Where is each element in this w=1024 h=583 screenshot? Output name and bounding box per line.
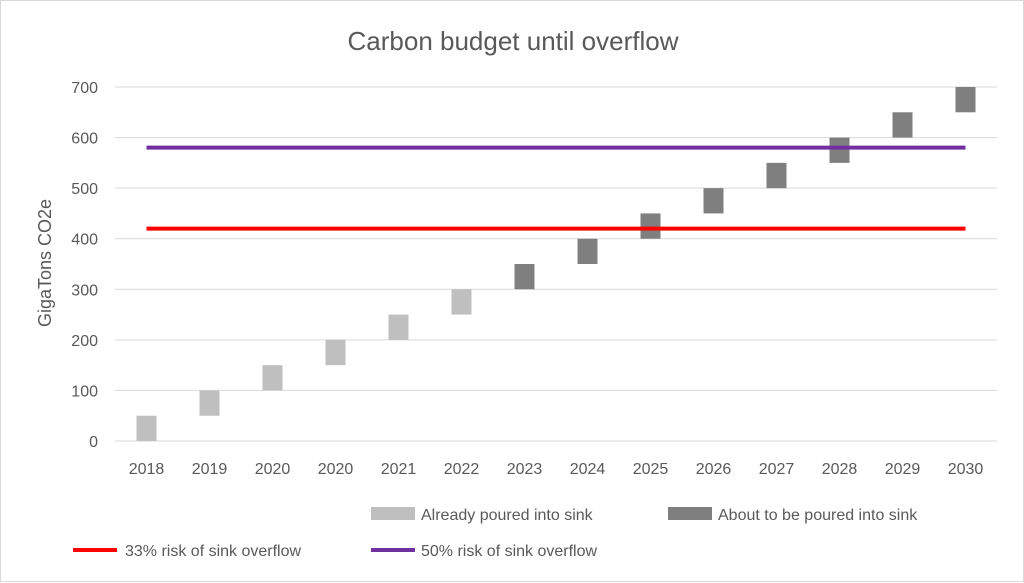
y-axis-label: GigaTons CO2e bbox=[35, 199, 55, 327]
bar-segment bbox=[388, 314, 409, 340]
y-tick-label: 600 bbox=[71, 131, 98, 148]
bar-segment bbox=[514, 264, 535, 290]
bar-segment bbox=[829, 137, 850, 163]
y-tick-label: 100 bbox=[71, 383, 98, 400]
bar-segment bbox=[703, 188, 724, 214]
y-tick-label: 400 bbox=[71, 232, 98, 249]
y-tick-labels: 0 100 200 300 400 500 600 700 bbox=[71, 80, 98, 451]
bar-segment bbox=[577, 238, 598, 264]
x-tick-label: 2024 bbox=[570, 461, 606, 478]
bar-segment bbox=[325, 339, 346, 366]
reference-lines bbox=[146, 145, 966, 231]
bar-segment bbox=[262, 365, 283, 391]
y-tick-label: 700 bbox=[71, 80, 98, 97]
gridlines bbox=[115, 86, 997, 442]
x-tick-label: 2029 bbox=[885, 461, 921, 478]
y-tick-label: 200 bbox=[71, 333, 98, 350]
bars bbox=[136, 87, 976, 441]
x-tick-label: 2020 bbox=[318, 461, 354, 478]
legend: Already poured into sink About to be pour… bbox=[73, 507, 918, 560]
legend-label: 33% risk of sink overflow bbox=[125, 543, 302, 560]
x-tick-label: 2030 bbox=[948, 461, 984, 478]
legend-label: About to be poured into sink bbox=[718, 507, 918, 524]
legend-swatch bbox=[668, 507, 712, 520]
chart-title: Carbon budget until overflow bbox=[348, 26, 679, 56]
x-tick-label: 2022 bbox=[444, 461, 480, 478]
bar-segment bbox=[766, 162, 787, 189]
bar-segment bbox=[199, 390, 220, 416]
legend-label: 50% risk of sink overflow bbox=[421, 543, 598, 560]
x-tick-label: 2019 bbox=[192, 461, 228, 478]
bar-segment bbox=[136, 415, 157, 441]
x-tick-label: 2020 bbox=[255, 461, 291, 478]
legend-swatch bbox=[371, 507, 415, 520]
bar-segment bbox=[955, 87, 976, 113]
x-tick-labels: 2018 2019 2020 2020 2021 2022 2023 2024 2025 2026… bbox=[129, 461, 984, 478]
y-tick-label: 300 bbox=[71, 282, 98, 299]
y-tick-label: 0 bbox=[89, 434, 98, 451]
bar-segment bbox=[892, 112, 913, 138]
x-tick-label: 2018 bbox=[129, 461, 165, 478]
y-tick-label: 500 bbox=[71, 181, 98, 198]
legend-label: Already poured into sink bbox=[421, 507, 594, 524]
bar-segment bbox=[451, 289, 472, 315]
x-tick-label: 2025 bbox=[633, 461, 669, 478]
x-tick-label: 2027 bbox=[759, 461, 795, 478]
x-tick-label: 2021 bbox=[381, 461, 417, 478]
x-tick-label: 2026 bbox=[696, 461, 732, 478]
bar-segment bbox=[640, 213, 661, 239]
x-tick-label: 2028 bbox=[822, 461, 858, 478]
x-tick-label: 2023 bbox=[507, 461, 543, 478]
